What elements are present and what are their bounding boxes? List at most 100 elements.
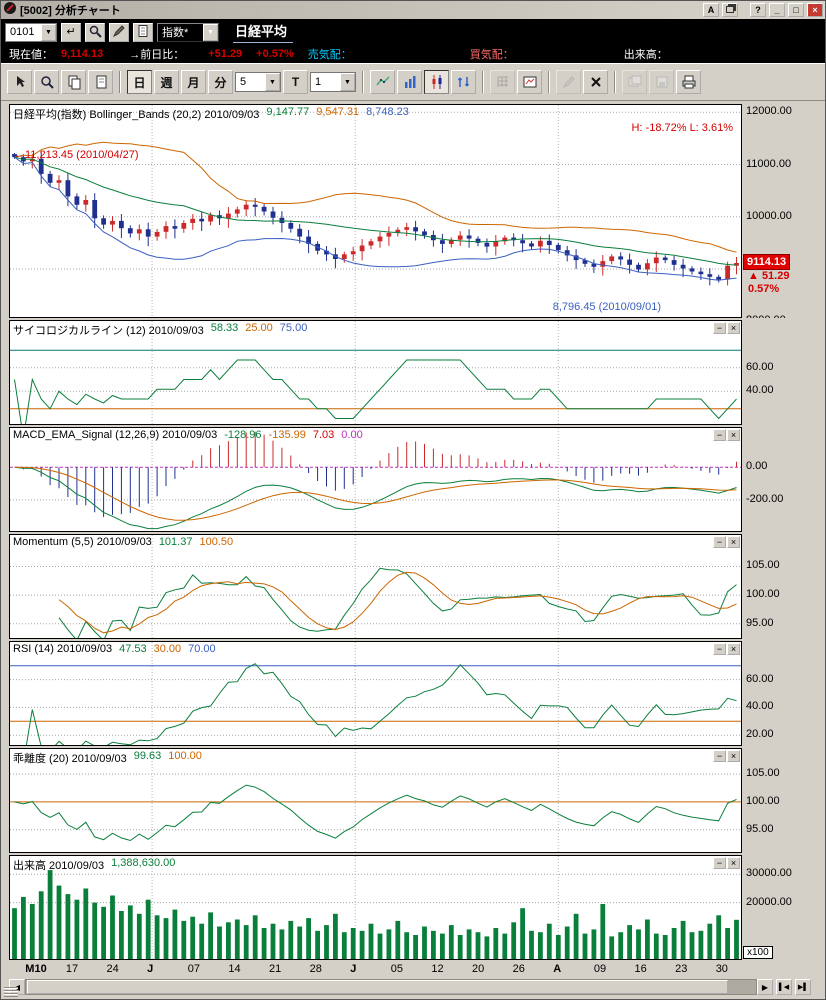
minimize-button[interactable]: _	[769, 3, 785, 17]
main-chart-panel: 日経平均(指数) Bollinger_Bands (20,2) 2010/09/…	[9, 104, 742, 318]
updown-button[interactable]	[451, 70, 476, 94]
momentum-chart-canvas[interactable]	[10, 535, 741, 638]
panel-title: 日経平均(指数) Bollinger_Bands (20,2) 2010/09/…	[13, 109, 260, 121]
scroll-right-button[interactable]: ▶	[757, 979, 773, 995]
resize-grip[interactable]	[4, 987, 18, 997]
titlebar: [5002] 分析チャート A ? _ □ ×	[1, 1, 825, 19]
panel-title: 出来高 2010/09/03	[13, 860, 105, 872]
windows-button[interactable]	[722, 3, 738, 17]
close-button[interactable]: ×	[807, 3, 823, 17]
chevron-down-icon[interactable]: ▼	[340, 73, 355, 91]
panel-close-button[interactable]: ×	[727, 429, 740, 441]
interval-select[interactable]: 1 ▼	[310, 72, 356, 92]
panel-close-button[interactable]: ×	[727, 750, 740, 762]
panel-close-button[interactable]: ×	[727, 857, 740, 869]
grid-button[interactable]	[490, 70, 515, 94]
toolbar-separator	[119, 71, 121, 93]
bar-chart-button[interactable]	[397, 70, 422, 94]
x-axis-label: J	[147, 963, 154, 975]
kairi-chart-canvas[interactable]	[10, 749, 741, 852]
x-axis-label: 14	[228, 963, 241, 975]
volume-chart-canvas[interactable]	[10, 856, 741, 959]
panel-minimize-button[interactable]: −	[713, 750, 726, 762]
high-low-stats: H: -18.72% L: 3.61%	[631, 122, 733, 134]
x-axis-label: 26	[512, 963, 525, 975]
jump-end-button[interactable]: ▶▌	[795, 979, 811, 995]
panel-minimize-button[interactable]: −	[713, 429, 726, 441]
scrollbar-track[interactable]	[25, 979, 757, 995]
panel-minimize-button[interactable]: −	[713, 643, 726, 655]
jump-start-button[interactable]: ▌◀	[776, 979, 792, 995]
y-axis-label: 100.00	[746, 588, 780, 601]
save-image-button[interactable]	[649, 70, 674, 94]
print-button[interactable]	[676, 70, 701, 94]
help-button[interactable]: ?	[750, 3, 766, 17]
a-button[interactable]: A	[703, 3, 719, 17]
period-day-button[interactable]: 日	[127, 70, 152, 94]
chevron-down-icon[interactable]: ▼	[41, 23, 56, 41]
panel-minimize-button[interactable]: −	[713, 536, 726, 548]
ask-label: 売気配：	[307, 49, 352, 61]
line-chart-button[interactable]	[370, 70, 395, 94]
page-icon	[96, 75, 106, 89]
psych-chart-canvas[interactable]	[10, 321, 741, 424]
x-axis-label: 28	[309, 963, 322, 975]
chart-window-icon	[523, 76, 536, 88]
panel-minimize-button[interactable]: −	[713, 322, 726, 334]
period-minute-button[interactable]: 分	[208, 70, 233, 94]
window-title: [5002] 分析チャート	[20, 5, 121, 17]
compare-button[interactable]	[622, 70, 647, 94]
edit-button[interactable]	[109, 22, 129, 42]
x-axis-label: 30	[715, 963, 728, 975]
y-axis-label: 8000.00	[746, 314, 786, 318]
period-month-button[interactable]: 月	[181, 70, 206, 94]
period-week-button[interactable]: 週	[154, 70, 179, 94]
momentum-y-axis: 105.00 100.00 95.00	[742, 534, 825, 639]
bar-chart-icon	[404, 76, 415, 88]
chart-toolbar: 日 週 月 分 5 ▼ T 1 ▼	[1, 63, 825, 101]
chevron-down-icon[interactable]: ▼	[203, 23, 218, 41]
current-price-tag: 9114.13	[743, 254, 791, 270]
rsi-upper-value: 70.00	[188, 643, 216, 655]
x-axis-label: M10	[25, 963, 47, 975]
candle-chart-button[interactable]	[424, 70, 449, 94]
macd-panel: MACD_EMA_Signal (12,26,9) 2010/09/03 -12…	[9, 427, 742, 532]
panel-close-button[interactable]: ×	[727, 322, 740, 334]
x-axis: M10 17 24 J 07 14 21 28 J 05 12 20 26 A 09 16 23 30	[9, 960, 826, 978]
macd-hist-value: 7.03	[312, 429, 335, 441]
chevron-down-icon[interactable]: ▼	[265, 73, 280, 91]
rsi-chart-canvas[interactable]	[10, 642, 741, 745]
volume-panel: 出来高 2010/09/03 1,388,630.00 − ×	[9, 855, 742, 960]
search-icon	[89, 25, 102, 38]
enter-button[interactable]: ↵	[61, 22, 81, 42]
panel-minimize-button[interactable]: −	[713, 857, 726, 869]
zoom-tool-button[interactable]	[34, 70, 59, 94]
panel-title: RSI (14) 2010/09/03	[13, 643, 113, 655]
psych-y-axis: 60.00 40.00	[742, 320, 825, 425]
x-axis-label: 20	[472, 963, 485, 975]
maximize-button[interactable]: □	[788, 3, 804, 17]
panel-close-button[interactable]: ×	[727, 643, 740, 655]
search-button[interactable]	[85, 22, 105, 42]
macd-chart-canvas[interactable]	[10, 428, 741, 531]
scrollbar-thumb[interactable]	[27, 980, 728, 994]
select-tool-button[interactable]	[7, 70, 32, 94]
symbol-bar: 0101 ▼ ↵ 指数* ▼ 日経平均	[1, 19, 825, 45]
toolbar-separator	[482, 71, 484, 93]
new-page-button[interactable]	[88, 70, 113, 94]
list-button[interactable]	[133, 22, 153, 42]
main-chart-canvas[interactable]	[10, 105, 741, 317]
bars-select[interactable]: 5 ▼	[235, 72, 281, 92]
bid-label: 買気配：	[469, 49, 514, 61]
category-select[interactable]: 指数* ▼	[157, 22, 219, 42]
panel-close-button[interactable]: ×	[727, 536, 740, 548]
draw-button[interactable]	[556, 70, 581, 94]
chart-window-button[interactable]	[517, 70, 542, 94]
copy-chart-button[interactable]	[61, 70, 86, 94]
screen-code-select[interactable]: 0101 ▼	[5, 22, 57, 42]
delete-button[interactable]	[583, 70, 608, 94]
rsi-panel-row: RSI (14) 2010/09/03 47.53 30.00 70.00 − ×…	[9, 641, 825, 746]
main-y-axis: 9114.13 ▲ 51.29 0.57% 12000.00 11000.00 10…	[742, 104, 825, 318]
high-annotation: ←11,213.45 (2010/04/27)	[14, 149, 139, 161]
tick-button[interactable]: T	[283, 70, 308, 94]
